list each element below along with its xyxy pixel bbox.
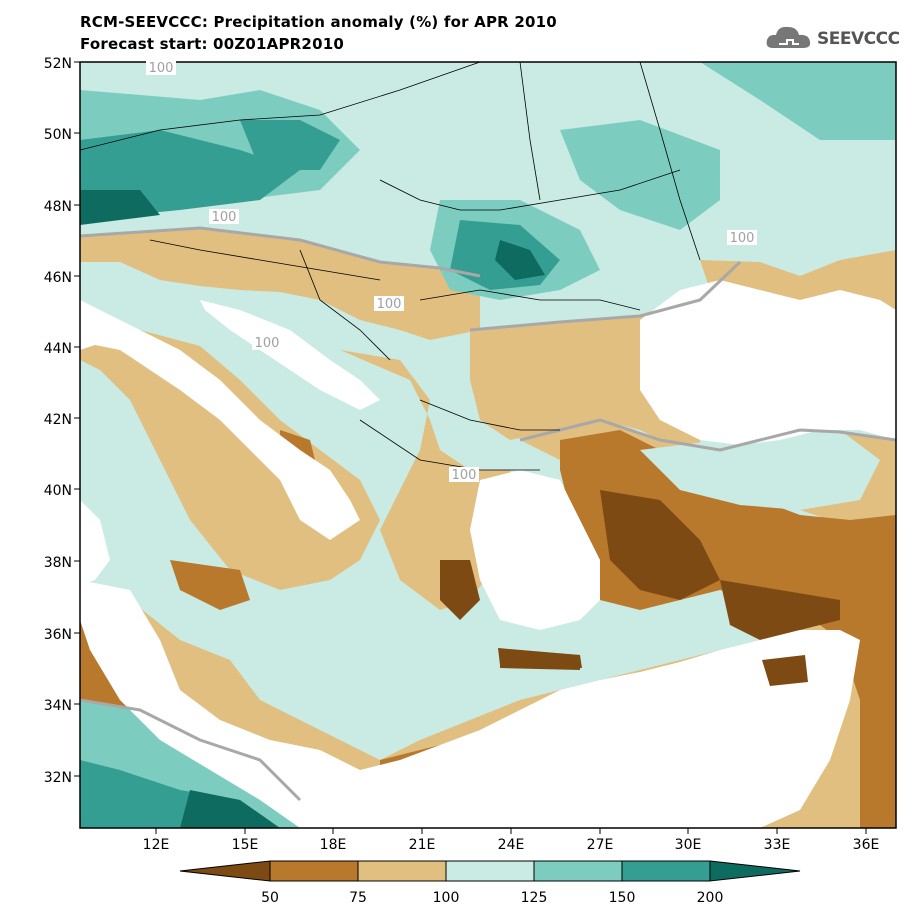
colorbar-label: 125 bbox=[521, 890, 548, 906]
germany-wettest bbox=[80, 190, 160, 225]
lat-label: 34N bbox=[44, 698, 72, 714]
romania-wettest bbox=[495, 240, 545, 280]
lat-label: 42N bbox=[44, 412, 72, 428]
lon-label: 36E bbox=[853, 837, 880, 853]
sardinia-sea bbox=[80, 500, 110, 585]
lon-label: 18E bbox=[320, 837, 347, 853]
tyrrhenian-sea bbox=[80, 300, 360, 540]
map-title: RCM-SEEVCCC: Precipitation anomaly (%) f… bbox=[80, 13, 557, 31]
forecast-start: Forecast start: 00Z01APR2010 bbox=[80, 35, 344, 53]
lon-label: 15E bbox=[232, 837, 259, 853]
colorbar-125-150 bbox=[533, 860, 623, 882]
lat-label: 40N bbox=[44, 483, 72, 499]
lat-label: 44N bbox=[44, 341, 72, 357]
logo-text: SEEVCCC bbox=[817, 29, 900, 49]
contour-100-lines bbox=[80, 226, 896, 802]
longitude-axis: 12E 15E 18E 21E 24E 27E 30E 33E 36E bbox=[143, 837, 880, 853]
latitude-ticks bbox=[74, 61, 80, 777]
contour-label: 100 bbox=[255, 336, 280, 351]
map-area bbox=[80, 62, 896, 828]
contour-label: 100 bbox=[730, 231, 755, 246]
country-borders bbox=[80, 62, 701, 471]
colorbar-lt50 bbox=[179, 860, 271, 882]
colorbar: 50 75 100 125 150 200 bbox=[179, 860, 801, 906]
colorbar-75-100 bbox=[357, 860, 447, 882]
colorbar-label: 200 bbox=[697, 890, 724, 906]
mediterranean-sea bbox=[80, 580, 860, 828]
lat-label: 32N bbox=[44, 770, 72, 786]
contour-label: 100 bbox=[452, 468, 477, 483]
colorbar-150-200 bbox=[621, 860, 711, 882]
cyprus bbox=[762, 655, 808, 686]
aegean-sea bbox=[470, 470, 600, 630]
colorbar-label: 75 bbox=[349, 890, 367, 906]
colorbar-label: 50 bbox=[261, 890, 279, 906]
seevccc-logo: SEEVCCC bbox=[765, 24, 900, 54]
adriatic-sea bbox=[200, 300, 380, 410]
colorbar-gt200 bbox=[709, 860, 801, 882]
lat-label: 46N bbox=[44, 270, 72, 286]
black-sea bbox=[640, 280, 896, 445]
longitude-ticks bbox=[155, 828, 867, 834]
cloud-icon bbox=[766, 26, 811, 48]
lat-label: 48N bbox=[44, 199, 72, 215]
sicily bbox=[170, 560, 250, 610]
lon-label: 30E bbox=[675, 837, 702, 853]
czech-wetter bbox=[240, 120, 340, 170]
lon-label: 24E bbox=[498, 837, 525, 853]
turkey-very-dry-1 bbox=[600, 490, 720, 600]
sea-mask bbox=[80, 280, 896, 828]
libya-west-wettest bbox=[180, 790, 280, 828]
crete bbox=[498, 648, 582, 668]
anatolia-wet bbox=[640, 430, 880, 510]
contour-label: 100 bbox=[377, 297, 402, 312]
lon-label: 33E bbox=[764, 837, 791, 853]
lat-label: 38N bbox=[44, 555, 72, 571]
lat-label: 36N bbox=[44, 627, 72, 643]
contour-label: 100 bbox=[149, 61, 174, 76]
peloponnese-very-dry bbox=[440, 560, 480, 620]
italy-dry bbox=[80, 330, 380, 590]
lat-label: 52N bbox=[44, 56, 72, 72]
colorbar-label: 150 bbox=[609, 890, 636, 906]
latitude-axis: 52N 50N 48N 46N 44N 42N 40N 38N 36N 34N … bbox=[44, 56, 72, 786]
lon-label: 21E bbox=[409, 837, 436, 853]
contour-label: 100 bbox=[212, 210, 237, 225]
lon-label: 27E bbox=[587, 837, 614, 853]
map-frame bbox=[79, 61, 897, 829]
colorbar-50-75 bbox=[269, 860, 359, 882]
lon-label: 12E bbox=[143, 837, 170, 853]
turkey-very-dry-2 bbox=[720, 580, 840, 640]
lat-label: 50N bbox=[44, 127, 72, 143]
colorbar-label: 100 bbox=[433, 890, 460, 906]
belarus-wet bbox=[700, 62, 896, 140]
levant-dry bbox=[860, 580, 896, 828]
alps-dry-band bbox=[80, 228, 480, 340]
contour-labels: 100 100 100 100 100 100 bbox=[146, 60, 757, 483]
ukraine-wet bbox=[560, 120, 720, 230]
colorbar-100-125 bbox=[445, 860, 535, 882]
